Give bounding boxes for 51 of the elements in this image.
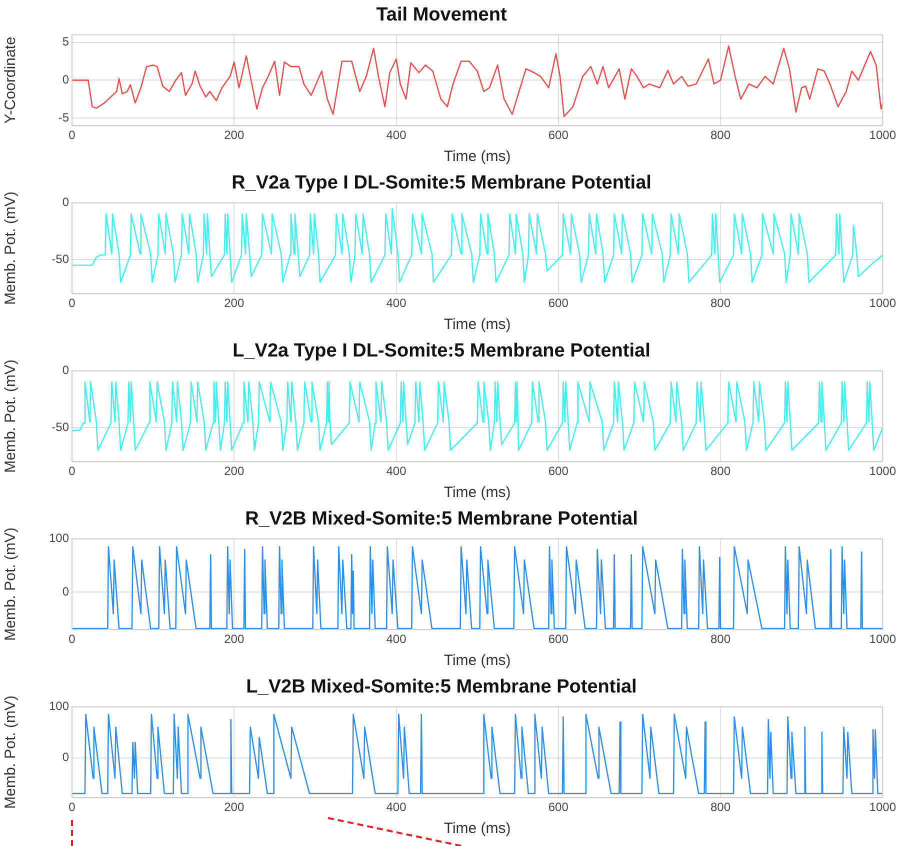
x-tick-label: 600 <box>548 632 569 646</box>
x-axis-title: Time (ms) <box>444 820 511 838</box>
chart-title: L_V2a Type I DL-Somite:5 Membrane Potential <box>232 340 650 362</box>
y-axis-title: Memb. Pot. (mV) <box>2 696 20 809</box>
y-axis-title: Memb. Pot. (mV) <box>2 528 20 641</box>
y-tick-label: 0 <box>62 584 70 599</box>
chart-title: Tail Movement <box>376 4 508 26</box>
chart-title: L_V2B Mixed-Somite:5 Membrane Potential <box>246 676 637 698</box>
chart-title: R_V2B Mixed-Somite:5 Membrane Potential <box>245 508 638 530</box>
x-axis-title: Time (ms) <box>444 148 511 166</box>
x-tick-label: 800 <box>710 632 731 646</box>
y-axis-title: Y-Coordinate <box>2 36 20 124</box>
x-tick-label: 200 <box>224 632 244 646</box>
y-axis-title: Memb. Pot. (mV) <box>2 360 20 473</box>
x-axis-title: Time (ms) <box>444 484 511 502</box>
x-tick-label: 600 <box>548 128 569 142</box>
x-tick-label: 800 <box>710 128 731 142</box>
x-tick-label: 400 <box>386 296 407 310</box>
x-tick-label: 800 <box>710 464 731 478</box>
x-tick-label: 1000 <box>869 800 896 814</box>
y-tick-label: -50 <box>52 420 70 434</box>
x-tick-label: 1000 <box>869 128 896 142</box>
x-tick-label: 400 <box>386 632 407 646</box>
x-tick-label: 200 <box>224 128 244 142</box>
y-tick-label: 100 <box>48 531 70 546</box>
x-tick-label: 1000 <box>869 296 896 310</box>
x-tick-label: 800 <box>710 296 731 310</box>
y-tick-label: 0 <box>62 750 70 764</box>
y-tick-label: 0 <box>62 72 70 87</box>
y-tick-label: -5 <box>58 110 70 124</box>
chart-title: R_V2a Type I DL-Somite:5 Membrane Potential <box>232 172 652 194</box>
y-tick-label: 5 <box>62 34 70 49</box>
x-tick-label: 1000 <box>869 464 896 478</box>
x-tick-label: 200 <box>224 296 244 310</box>
y-tick-label: 0 <box>62 195 70 210</box>
x-tick-label: 1000 <box>869 632 896 646</box>
x-tick-label: 800 <box>710 800 731 814</box>
x-tick-label: 200 <box>224 464 244 478</box>
x-axis-title: Time (ms) <box>444 652 511 670</box>
x-tick-label: 400 <box>386 128 407 142</box>
x-tick-label: 600 <box>548 296 569 310</box>
y-tick-label: 100 <box>48 699 70 714</box>
y-tick-label: 0 <box>62 363 70 378</box>
x-tick-label: 200 <box>224 800 244 814</box>
x-axis-title: Time (ms) <box>444 316 511 334</box>
y-tick-label: -50 <box>52 252 70 266</box>
x-tick-label: 600 <box>548 800 569 814</box>
x-tick-label: 600 <box>548 464 569 478</box>
x-tick-label: 400 <box>386 800 407 814</box>
y-axis-title: Memb. Pot. (mV) <box>2 192 20 305</box>
x-tick-label: 400 <box>386 464 407 478</box>
